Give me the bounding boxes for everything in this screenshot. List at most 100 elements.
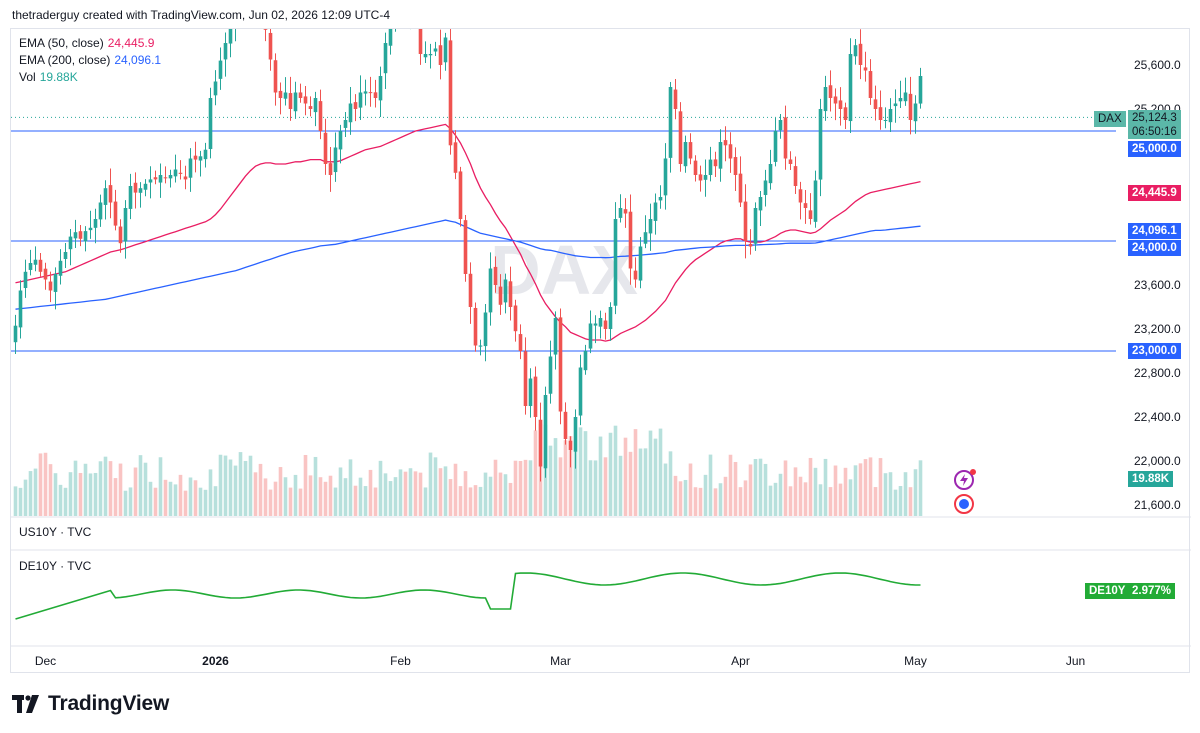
candle-body	[178, 172, 183, 174]
tradingview-logo[interactable]: TradingView	[12, 692, 169, 716]
candle-body	[908, 93, 913, 120]
candle-body	[578, 367, 583, 416]
volume-bar	[298, 488, 303, 516]
volume-bar	[763, 463, 768, 516]
volume-bar	[268, 489, 273, 516]
chart-svg[interactable]: DAX 25,600.025,200.023,600.023,200.022,8…	[11, 29, 1191, 674]
volume-bar	[598, 436, 603, 516]
legend-ema50[interactable]: EMA (50, close) 24,445.9	[19, 35, 161, 52]
candle-body	[813, 180, 818, 222]
volume-bar	[403, 471, 408, 516]
candle-body	[858, 43, 863, 65]
candle-body	[593, 323, 598, 326]
volume-bars	[13, 423, 923, 516]
volume-bar	[908, 487, 913, 516]
volume-bar	[578, 427, 583, 516]
volume-bar	[243, 460, 248, 516]
volume-bar	[848, 479, 853, 516]
volume-bar	[748, 464, 753, 516]
lightning-alert-icon[interactable]	[954, 469, 976, 490]
candle-body	[153, 177, 158, 180]
candle-body	[703, 175, 708, 180]
volume-bar	[698, 487, 703, 516]
volume-bar	[188, 477, 193, 516]
volume-bar	[573, 451, 578, 516]
candle-body	[513, 305, 518, 332]
volume-bar	[498, 472, 503, 516]
candle-body	[653, 202, 658, 221]
x-tick-label: Feb	[390, 654, 411, 668]
candle-body	[323, 132, 328, 164]
y-tick-label: 22,000.0	[1134, 454, 1181, 468]
us10y-pane-label[interactable]: US10Y · TVC	[19, 525, 92, 539]
legend-ema200[interactable]: EMA (200, close) 24,096.1	[19, 52, 161, 69]
volume-bar	[383, 473, 388, 516]
volume-bar	[633, 429, 638, 516]
candle-body	[38, 259, 43, 272]
volume-bar	[293, 474, 298, 516]
candle-body	[478, 345, 483, 347]
volume-bar	[193, 480, 198, 516]
volume-bar	[208, 469, 213, 516]
candle-body	[423, 54, 428, 58]
candle-body	[498, 286, 503, 305]
volume-bar	[553, 438, 558, 516]
candle-body	[758, 197, 763, 211]
candle-body	[718, 142, 723, 169]
candle-body	[493, 266, 498, 285]
volume-bar	[278, 467, 283, 516]
chart-frame[interactable]: DAX 25,600.0 25,200.0 23,600.0 23,200.0 22,8…	[10, 28, 1191, 674]
candle-body	[138, 188, 143, 193]
candle-body	[333, 147, 338, 173]
candle-body	[518, 334, 523, 351]
volume-bar	[803, 482, 808, 516]
volume-bar	[358, 477, 363, 516]
volume-bar	[558, 457, 563, 516]
candle-body	[863, 67, 868, 71]
candle-body	[278, 90, 283, 98]
candle-body	[118, 226, 123, 244]
volume-bar	[798, 476, 803, 516]
candle-body	[583, 351, 588, 371]
volume-bar	[843, 467, 848, 516]
volume-bar	[428, 452, 433, 516]
candle-body	[73, 232, 78, 239]
volume-bar	[338, 467, 343, 516]
volume-bar	[148, 481, 153, 516]
volume-bar	[23, 479, 28, 516]
de10y-pane-label[interactable]: DE10Y · TVC	[19, 559, 92, 573]
volume-bar	[878, 458, 883, 516]
volume-bar	[288, 487, 293, 516]
volume-bar	[758, 458, 763, 516]
candle-body	[888, 109, 893, 123]
candle-body	[213, 81, 218, 96]
economic-calendar-icon[interactable]	[954, 494, 974, 514]
y-tick-label: 21,600.0	[1134, 498, 1181, 512]
candle-body	[743, 201, 748, 241]
volume-bar	[368, 469, 373, 516]
candle-body	[78, 231, 83, 239]
volume-bar	[318, 477, 323, 516]
candle-body	[503, 279, 508, 303]
volume-bar	[413, 471, 418, 516]
candle-body	[853, 45, 858, 57]
volume-bar	[168, 481, 173, 516]
candle-body	[388, 29, 393, 46]
volume-bar	[378, 460, 383, 516]
volume-bar	[618, 455, 623, 516]
volume-bar	[713, 488, 718, 516]
horizontal-lines	[11, 116, 1116, 352]
volume-bar	[733, 461, 738, 516]
candle-body	[123, 208, 128, 242]
volume-bar	[43, 452, 48, 516]
candle-body	[328, 163, 333, 175]
volume-bar	[473, 485, 478, 516]
volume-bar	[153, 487, 158, 516]
candle-body	[363, 91, 368, 94]
candle-body	[808, 210, 813, 219]
legend-vol[interactable]: Vol 19.88K	[19, 69, 161, 86]
candle-body	[763, 180, 768, 196]
last-price-value: 25,124.3	[1132, 112, 1177, 124]
candle-body	[663, 158, 668, 196]
volume-bar	[303, 454, 308, 516]
